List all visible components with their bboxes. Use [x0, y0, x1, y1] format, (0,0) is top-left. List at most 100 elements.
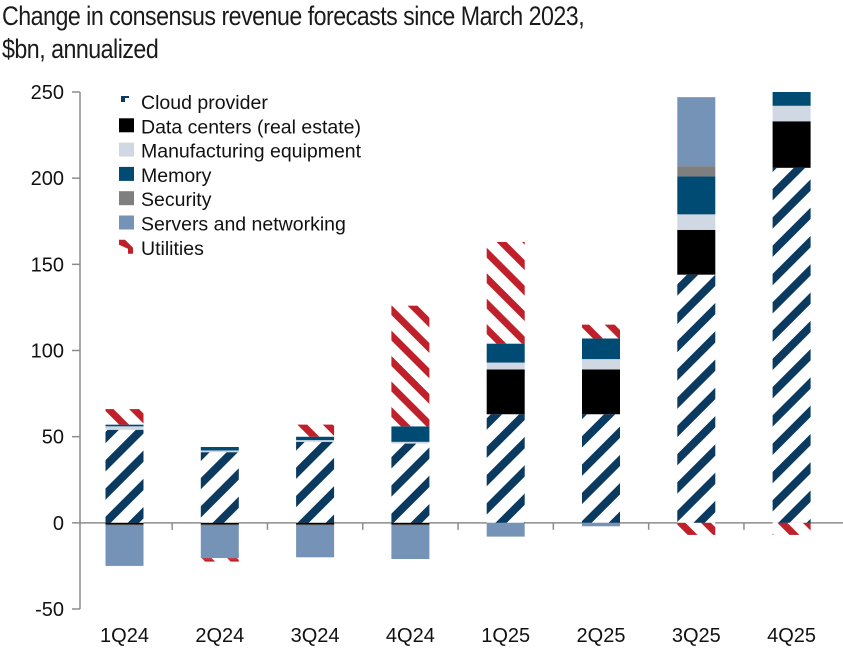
bar-manufacturing-equipment-3q25 — [677, 214, 716, 230]
x-tick-label: 4Q25 — [767, 625, 816, 647]
bar-manufacturing-equipment-4q25 — [772, 105, 811, 122]
bar-cloud-provider-3q25 — [677, 274, 716, 523]
legend-label: Data centers (real estate) — [141, 116, 361, 138]
y-tick-label: 100 — [31, 341, 64, 363]
bar-utilities-4q25 — [772, 522, 811, 535]
bar-group-4q25 — [772, 92, 811, 535]
legend-label: Servers and networking — [141, 214, 346, 236]
bar-group-3q25 — [677, 97, 716, 535]
legend-label: Utilities — [141, 238, 204, 260]
bar-cloud-provider-3q24 — [296, 441, 335, 523]
bar-servers-and-networking-2q25 — [582, 522, 620, 527]
bar-cloud-provider-1q25 — [486, 414, 525, 523]
bar-data-centers-real-estate-1q25 — [486, 369, 525, 415]
chart-title-line-2: $bn, annualized — [2, 34, 159, 64]
bar-group-1q24 — [105, 409, 144, 566]
chart-title-line-1: Change in consensus revenue forecasts si… — [2, 1, 585, 31]
bar-utilities-negative-2q24 — [200, 559, 239, 562]
bar-memory-1q24 — [105, 424, 144, 427]
legend-label: Manufacturing equipment — [141, 141, 362, 163]
bar-servers-and-networking-3q24 — [296, 525, 335, 558]
bar-security-1q24 — [105, 524, 144, 527]
legend-swatch — [119, 191, 134, 206]
legend-swatch-cloud-provider — [121, 96, 129, 102]
legend-item: Utilities — [119, 238, 204, 260]
legend-item: Security — [119, 189, 212, 211]
bar-cloud-provider-4q24 — [391, 443, 430, 523]
bar-cloud-provider-2q25 — [582, 414, 620, 523]
bar-data-centers-real-estate-2q24 — [200, 522, 239, 525]
bar-security-2q24 — [200, 524, 239, 527]
bar-cloud-provider-1q24 — [105, 429, 144, 523]
bar-servers-and-networking-2q24 — [200, 525, 239, 559]
bar-data-centers-real-estate-4q24 — [391, 522, 430, 525]
legend-item: Data centers (real estate) — [119, 116, 361, 138]
legend-swatch — [119, 166, 134, 181]
bar-data-centers-real-estate-1q24 — [105, 522, 144, 525]
legend-item: Manufacturing equipment — [119, 141, 362, 163]
bar-utilities-2q25 — [582, 324, 620, 339]
bar-memory-3q24 — [296, 436, 335, 441]
bar-servers-and-networking-3q25 — [677, 97, 716, 167]
x-tick-label: 3Q25 — [672, 625, 721, 647]
x-tick-label: 2Q24 — [195, 625, 244, 647]
bar-group-2q24 — [200, 447, 239, 562]
y-tick-label: 150 — [31, 254, 64, 276]
y-tick-label: 50 — [42, 427, 64, 449]
x-tick-label: 1Q24 — [100, 625, 149, 647]
x-tick-label: 3Q24 — [291, 625, 340, 647]
bar-data-centers-real-estate-3q25 — [677, 229, 716, 275]
bar-servers-and-networking-1q24 — [105, 525, 144, 566]
chart-title: Change in consensus revenue forecasts si… — [2, 0, 585, 66]
legend-label: Memory — [141, 165, 212, 187]
bar-manufacturing-equipment-3q24 — [296, 440, 335, 442]
bar-memory-2q24 — [200, 447, 239, 451]
bar-security-3q25 — [677, 166, 716, 177]
bar-group-3q24 — [296, 424, 335, 558]
bar-memory-1q25 — [486, 343, 525, 363]
y-tick-label: 0 — [53, 513, 64, 535]
bar-group-2q25 — [582, 324, 620, 527]
bar-data-centers-real-estate-4q25 — [772, 121, 811, 168]
bar-manufacturing-equipment-1q24 — [105, 426, 144, 430]
legend-swatch — [119, 215, 134, 230]
legend-item: Memory — [119, 165, 212, 187]
bar-group-1q25 — [486, 241, 525, 537]
y-tick-label: -50 — [35, 599, 64, 621]
bar-servers-and-networking-1q25 — [486, 522, 525, 537]
bar-security-3q24 — [296, 524, 335, 527]
bars — [105, 92, 811, 566]
bar-manufacturing-equipment-2q24 — [200, 450, 239, 453]
y-tick-label: 200 — [31, 168, 64, 190]
bar-manufacturing-equipment-4q24 — [391, 441, 430, 444]
legend-item: Cloud provider — [121, 92, 268, 114]
bar-data-centers-real-estate-2q25 — [582, 369, 620, 415]
x-tick-label: 2Q25 — [577, 625, 626, 647]
bar-utilities-3q24 — [296, 424, 335, 437]
bar-group-4q24 — [391, 305, 430, 560]
bar-data-centers-real-estate-3q24 — [296, 522, 335, 525]
bar-memory-4q24 — [391, 426, 430, 442]
bar-utilities-4q24 — [391, 305, 430, 427]
bar-servers-and-networking-4q24 — [391, 525, 430, 560]
y-tick-label: 250 — [31, 82, 64, 104]
bar-memory-3q25 — [677, 176, 716, 215]
bar-cloud-provider-2q24 — [200, 452, 239, 523]
legend-item: Servers and networking — [119, 214, 346, 236]
x-tick-label: 4Q24 — [386, 625, 435, 647]
x-tick-label: 1Q25 — [481, 625, 530, 647]
legend-swatch — [119, 118, 134, 133]
bar-utilities-negative-3q25 — [677, 522, 716, 535]
bar-cloud-provider-4q25 — [772, 167, 811, 523]
legend-label: Security — [141, 189, 212, 211]
bar-utilities-1q24 — [105, 409, 144, 425]
legend-label: Cloud provider — [141, 92, 268, 114]
bar-security-4q24 — [391, 524, 430, 527]
bar-utilities-1q25 — [486, 241, 525, 344]
legend-swatch-utilities — [119, 239, 133, 254]
bar-manufacturing-equipment-2q25 — [582, 359, 620, 370]
bar-manufacturing-equipment-1q25 — [486, 362, 525, 370]
bar-memory-4q25 — [772, 92, 811, 106]
